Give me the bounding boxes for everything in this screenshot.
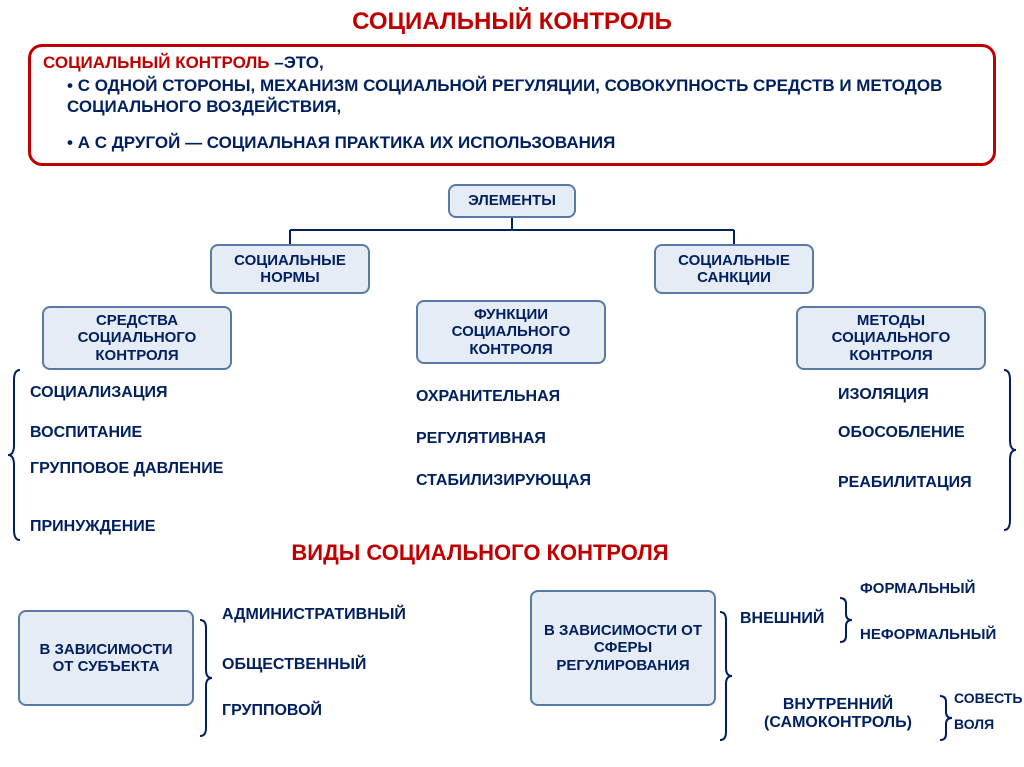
by-subject-item-0: АДМИНИСТРАТИВНЫЙ	[222, 606, 406, 624]
means-item-0: СОЦИАЛИЗАЦИЯ	[30, 384, 168, 402]
means-item-2: ГРУППОВОЕ ДАВЛЕНИЕ	[30, 460, 223, 478]
definition-bullet-1: С ОДНОЙ СТОРОНЫ, МЕХАНИЗМ СОЦИАЛЬНОЙ РЕГ…	[43, 75, 981, 118]
functions-item-1: РЕГУЛЯТИВНАЯ	[416, 430, 546, 448]
by-subject-item-1: ОБЩЕСТВЕННЫЙ	[222, 656, 366, 674]
methods-item-0: ИЗОЛЯЦИЯ	[838, 386, 929, 404]
node-by-subject: В ЗАВИСИМОСТИ ОТ СУБЪЕКТА	[18, 610, 194, 706]
functions-item-0: ОХРАНИТЕЛЬНАЯ	[416, 388, 560, 406]
definition-bullet-2: А С ДРУГОЙ — СОЦИАЛЬНАЯ ПРАКТИКА ИХ ИСПО…	[43, 132, 981, 153]
page-title: СОЦИАЛЬНЫЙ КОНТРОЛЬ	[0, 0, 1024, 36]
node-elements: ЭЛЕМЕНТЫ	[448, 184, 576, 218]
internal-sub-0: СОВЕСТЬ	[954, 690, 1022, 706]
definition-box: СОЦИАЛЬНЫЙ КОНТРОЛЬ –ЭТО, С ОДНОЙ СТОРОН…	[28, 44, 996, 166]
by-subject-item-2: ГРУППОВОЙ	[222, 702, 322, 720]
internal-sub-1: ВОЛЯ	[954, 716, 994, 732]
functions-item-2: СТАБИЛИЗИРУЮЩАЯ	[416, 472, 591, 490]
definition-lead-suffix: –ЭТО,	[270, 53, 324, 72]
means-item-3: ПРИНУЖДЕНИЕ	[30, 518, 155, 536]
external-sub-0: ФОРМАЛЬНЫЙ	[860, 580, 975, 597]
methods-item-2: РЕАБИЛИТАЦИЯ	[838, 474, 972, 492]
node-by-sphere: В ЗАВИСИМОСТИ ОТ СФЕРЫ РЕГУЛИРОВАНИЯ	[530, 590, 716, 706]
node-methods-header: МЕТОДЫ СОЦИАЛЬНОГО КОНТРОЛЯ	[796, 306, 986, 370]
internal-label: ВНУТРЕННИЙ (САМОКОНТРОЛЬ)	[738, 696, 938, 733]
types-title: ВИДЫ СОЦИАЛЬНОГО КОНТРОЛЯ	[270, 540, 690, 566]
definition-lead: СОЦИАЛЬНЫЙ КОНТРОЛЬ	[43, 53, 270, 72]
node-social-norms: СОЦИАЛЬНЫЕ НОРМЫ	[210, 244, 370, 294]
node-social-sanctions: СОЦИАЛЬНЫЕ САНКЦИИ	[654, 244, 814, 294]
node-means-header: СРЕДСТВА СОЦИАЛЬНОГО КОНТРОЛЯ	[42, 306, 232, 370]
node-functions-header: ФУНКЦИИ СОЦИАЛЬНОГО КОНТРОЛЯ	[416, 300, 606, 364]
external-sub-1: НЕФОРМАЛЬНЫЙ	[860, 626, 996, 643]
definition-lead-line: СОЦИАЛЬНЫЙ КОНТРОЛЬ –ЭТО,	[43, 53, 981, 73]
methods-item-1: ОБОСОБЛЕНИЕ	[838, 424, 965, 442]
external-label: ВНЕШНИЙ	[740, 610, 824, 628]
means-item-1: ВОСПИТАНИЕ	[30, 424, 142, 442]
